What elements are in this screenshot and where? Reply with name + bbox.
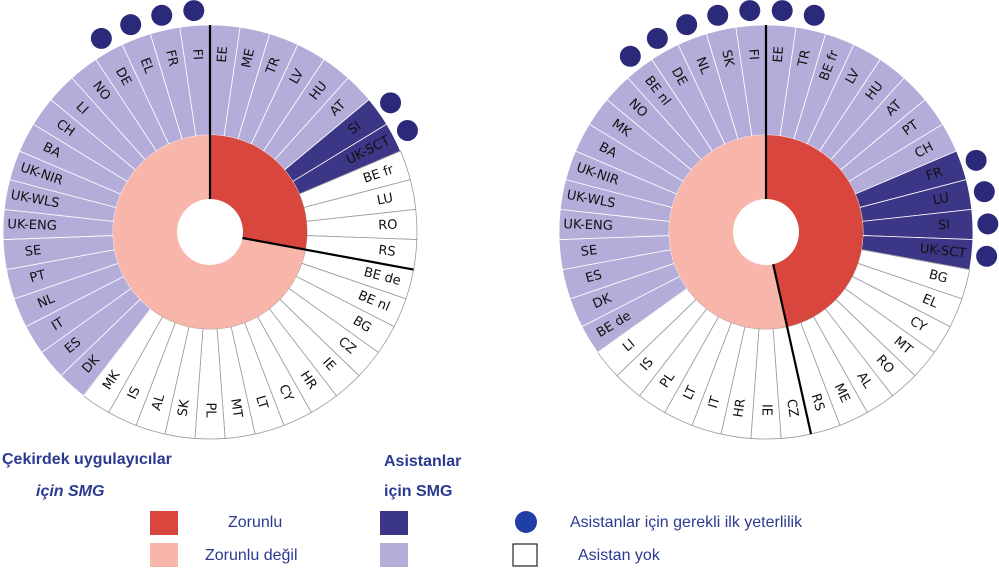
qualification-dot (151, 4, 173, 26)
segment-label: ME (831, 381, 853, 405)
segment-label: MT (227, 398, 245, 419)
segment-label: SE (580, 243, 598, 260)
qualification-dot (676, 14, 698, 36)
swatch (380, 511, 408, 535)
segment-label: AL (149, 392, 168, 412)
segment-label: SK (175, 398, 192, 417)
segment-label: CY (907, 314, 929, 336)
segment-label: EE (771, 46, 787, 63)
legend-title: Asistanlar (384, 453, 461, 470)
swatch-dot (515, 511, 537, 533)
segment-label: BA (596, 140, 619, 162)
legend-title: için SMG (384, 483, 452, 500)
qualification-dot (90, 27, 112, 49)
qualification-dot (973, 181, 995, 203)
qualification-dot (396, 119, 418, 141)
segment-label: ME (239, 47, 258, 69)
qualification-dot (646, 27, 668, 49)
swatch (512, 543, 538, 567)
segment-label: EL (920, 292, 941, 312)
segment-label: UK-ENG (7, 217, 57, 234)
wheel: EE TR BE fr LVHUATPTCHFRLUSIUK-SCTBGELCYMTR… (558, 0, 999, 440)
legend-title: için SMG (36, 483, 104, 500)
segment-label: CZ (783, 398, 800, 418)
segment-label: IE (759, 404, 774, 416)
segment-label: IT (706, 395, 724, 411)
qualification-dot (380, 92, 402, 114)
swatch (380, 543, 408, 567)
segment-label: UK-ENG (563, 217, 613, 234)
segment-label: LV (843, 67, 863, 87)
segment-label: SE (24, 243, 42, 260)
segment-label: NL (692, 55, 712, 77)
swatch (150, 543, 178, 567)
segment-label: FI (745, 48, 761, 60)
segment-label: RO (378, 218, 398, 234)
segment-label: RS (808, 392, 827, 413)
segment-label: UK-SCT (919, 241, 967, 261)
segment-label: FR (162, 49, 180, 68)
legend-label: Asistanlar için gerekli ilk yeterlilik (570, 514, 803, 531)
segment-label: EL (137, 56, 157, 77)
segment-label: PT (28, 268, 47, 287)
qualification-dot (977, 213, 999, 235)
legend-label: Zorunlu değil (205, 547, 298, 564)
qualification-dot (619, 45, 641, 67)
segment-label: LU (376, 191, 395, 209)
qualification-dot (803, 4, 825, 26)
segment-label: ES (584, 268, 604, 287)
qualification-dot (965, 149, 987, 171)
divider (242, 236, 414, 271)
segment-label: LT (252, 394, 270, 411)
legend-label: Asistan yok (578, 547, 661, 564)
inner-not-required (668, 135, 788, 329)
segment-label: FI (189, 48, 205, 60)
segment-label: BA (40, 140, 63, 162)
segment-label: TR (263, 55, 283, 77)
segment-label: DK (591, 291, 614, 312)
segment-label: RS (378, 243, 397, 260)
segment-label: HR (731, 398, 749, 419)
segment-label: LV (287, 67, 307, 87)
qualification-dot (771, 0, 793, 22)
legend-title: Çekirdek uygulayıcılar (2, 451, 172, 468)
inner-required (766, 135, 863, 327)
inner-not-required (112, 134, 306, 329)
segment-label: IS (125, 385, 144, 402)
segment-label: LT (681, 384, 700, 403)
segment-label: PT (900, 118, 922, 139)
qualification-dot (120, 14, 142, 36)
qualification-dot (183, 0, 205, 22)
segment-label: SI (938, 218, 951, 233)
swatch (150, 511, 178, 535)
qualification-dot (739, 0, 761, 22)
segment-label: TR (795, 48, 814, 69)
inner-required (210, 135, 308, 250)
segment-label: LU (932, 191, 951, 209)
segment-label: PL (203, 402, 218, 418)
segment-label: SK (718, 48, 736, 68)
segment-label: FR (924, 165, 944, 185)
segment-label: EE (215, 46, 231, 63)
legend: Çekirdek uygulayıcılar için SMG Asistanl… (2, 451, 803, 567)
segment-label: CY (275, 382, 296, 404)
qualification-dot (707, 4, 729, 26)
qualification-dot (976, 245, 998, 267)
segment-label: NL (35, 291, 57, 312)
legend-label: Zorunlu (228, 514, 282, 531)
segment-label: BG (927, 267, 949, 286)
divider (772, 263, 813, 435)
